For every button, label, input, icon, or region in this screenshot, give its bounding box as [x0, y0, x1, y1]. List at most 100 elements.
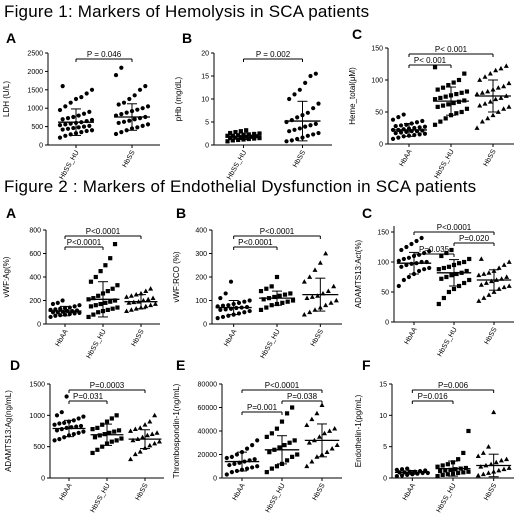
data-point — [422, 131, 428, 136]
data-point — [333, 297, 339, 303]
data-point — [105, 307, 110, 312]
y-tick-label: 150 — [371, 46, 383, 53]
data-point — [301, 279, 307, 284]
y-axis-label: LDH (U/L) — [2, 81, 11, 117]
data-point — [257, 136, 262, 141]
panel-letter-f1b: B — [182, 30, 193, 46]
panel-letter-f2e: E — [176, 357, 186, 373]
y-tick-label: 50 — [375, 110, 383, 117]
data-point — [316, 101, 321, 106]
x-tick-label: HbSS_HU — [436, 483, 458, 514]
data-point — [440, 85, 446, 90]
data-point — [467, 277, 472, 283]
data-point — [148, 286, 154, 291]
data-point — [53, 307, 58, 312]
data-point — [474, 91, 480, 96]
data-point — [436, 267, 441, 272]
data-point — [116, 428, 122, 433]
data-point — [461, 450, 466, 456]
data-point — [236, 133, 241, 138]
y-tick-label: 400 — [195, 228, 207, 235]
data-point — [140, 123, 145, 128]
data-point — [74, 424, 79, 429]
data-point — [464, 268, 469, 274]
data-point — [399, 247, 404, 253]
data-point — [71, 125, 76, 131]
data-point — [394, 467, 399, 472]
data-point — [439, 276, 444, 281]
data-point — [423, 468, 428, 473]
x-tick-label: HbAA — [223, 328, 238, 348]
data-point — [439, 253, 444, 259]
data-point — [486, 444, 492, 449]
data-point — [277, 445, 282, 450]
data-point — [311, 132, 316, 137]
data-point — [156, 439, 162, 444]
x-tick-label: HbSS — [484, 326, 499, 346]
data-point — [54, 413, 60, 418]
data-point — [127, 96, 132, 102]
x-tick-label: HbSS_HU — [265, 483, 287, 514]
data-point — [485, 115, 491, 121]
data-point — [464, 106, 470, 111]
data-point — [274, 464, 280, 469]
panel-letter-f2f: F — [362, 357, 371, 373]
y-tick-label: 0 — [385, 320, 389, 327]
y-tick-label: 60000 — [198, 405, 218, 412]
y-tick-label: 1500 — [27, 87, 43, 94]
data-point — [112, 429, 117, 434]
data-point — [229, 454, 234, 459]
data-point — [316, 130, 321, 136]
data-point — [417, 132, 422, 137]
x-tick-label: HbAA — [59, 482, 74, 502]
p-value-label: P=0.035 — [419, 245, 450, 254]
data-point — [456, 261, 462, 266]
data-point — [109, 439, 114, 444]
data-point — [124, 308, 130, 313]
data-point — [506, 80, 512, 86]
data-point — [401, 134, 406, 139]
data-point — [446, 83, 451, 88]
data-point — [324, 449, 330, 455]
data-point — [438, 469, 443, 474]
data-point — [393, 123, 398, 129]
data-point — [269, 466, 274, 471]
data-point — [462, 259, 467, 265]
chart-f2f: 0 5 10 15 Endothelin-1(pg/mL) HbAA HbSS_HU HbSS… — [354, 381, 514, 514]
x-tick-label: HbSS_HU — [434, 149, 456, 180]
data-point — [247, 308, 252, 314]
data-point — [255, 438, 260, 443]
data-point — [287, 440, 292, 445]
data-point — [295, 115, 300, 120]
data-point — [124, 128, 129, 133]
data-point — [438, 95, 443, 101]
panel-letter-f2a: A — [6, 205, 17, 221]
data-point — [88, 279, 94, 284]
data-point — [501, 262, 507, 267]
y-tick-label: 5 — [383, 444, 387, 451]
x-tick-label: HbSS — [310, 328, 325, 348]
data-point — [224, 455, 229, 461]
data-point — [456, 470, 461, 476]
data-point — [89, 117, 95, 123]
data-point — [446, 289, 452, 295]
data-point — [104, 419, 110, 424]
data-point — [493, 67, 499, 73]
x-tick-label: HbAA — [232, 482, 247, 502]
data-point — [456, 77, 462, 83]
data-point — [401, 277, 406, 283]
data-point — [493, 459, 499, 465]
data-point — [323, 250, 329, 256]
data-point — [309, 416, 315, 422]
data-point — [113, 131, 119, 137]
data-point — [314, 410, 320, 416]
data-point — [467, 256, 472, 262]
data-point — [506, 283, 512, 288]
data-point — [303, 124, 308, 129]
x-tick-label: HbSS_HU — [437, 327, 459, 358]
data-point — [451, 80, 456, 85]
data-point — [143, 84, 148, 89]
y-tick-label: 10 — [201, 97, 209, 104]
data-point — [220, 314, 226, 320]
